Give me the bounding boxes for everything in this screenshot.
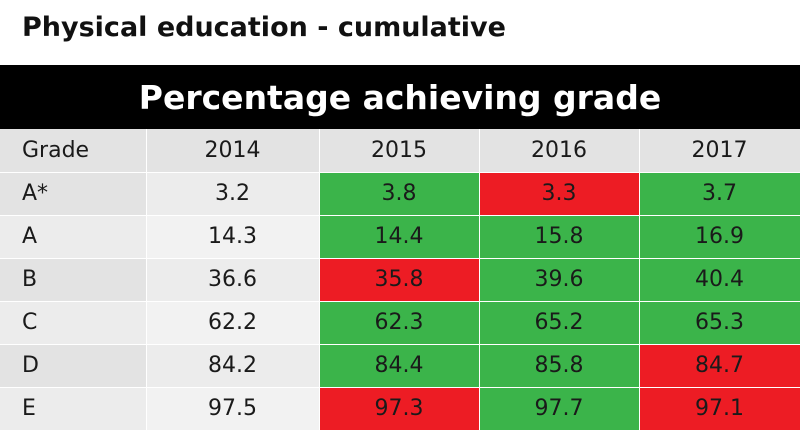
grade-cell: E — [0, 387, 147, 431]
value-cell-2015: 14.4 — [319, 215, 480, 259]
grade-cell: C — [0, 301, 147, 345]
value-cell-2014: 97.5 — [146, 387, 320, 431]
table-header-bar: Percentage achieving grade — [0, 65, 800, 129]
value-cell-2017: 97.1 — [639, 387, 800, 431]
value-cell-2016: 3.3 — [479, 172, 640, 216]
table-body: A* 3.2 3.8 3.3 3.7 A 14.3 14.4 15.8 16.9 B 36.6 35.8… — [0, 172, 800, 431]
value-cell-2015: 97.3 — [319, 387, 480, 431]
value-cell-2017: 65.3 — [639, 301, 800, 345]
column-header-row: Grade 2014 2015 2016 2017 — [0, 129, 800, 173]
grade-cell: B — [0, 258, 147, 302]
table-row: A* 3.2 3.8 3.3 3.7 — [0, 172, 800, 216]
value-cell-2015: 35.8 — [319, 258, 480, 302]
value-cell-2017: 16.9 — [639, 215, 800, 259]
grade-cell: A* — [0, 172, 147, 216]
grade-cell: D — [0, 344, 147, 388]
value-cell-2016: 85.8 — [479, 344, 640, 388]
column-header-2015: 2015 — [319, 129, 480, 173]
table-title: Percentage achieving grade — [138, 77, 662, 117]
table-row: C 62.2 62.3 65.2 65.3 — [0, 301, 800, 345]
chart-title: Physical education - cumulative — [22, 12, 506, 43]
value-cell-2016: 65.2 — [479, 301, 640, 345]
value-cell-2016: 39.6 — [479, 258, 640, 302]
grades-table: Grade 2014 2015 2016 2017 A* 3.2 3.8 3.3 3.7… — [0, 129, 800, 431]
column-header-grade: Grade — [0, 129, 147, 173]
value-cell-2014: 14.3 — [146, 215, 320, 259]
value-cell-2014: 3.2 — [146, 172, 320, 216]
value-cell-2014: 84.2 — [146, 344, 320, 388]
table-row: E 97.5 97.3 97.7 97.1 — [0, 387, 800, 431]
value-cell-2016: 15.8 — [479, 215, 640, 259]
value-cell-2016: 97.7 — [479, 387, 640, 431]
column-header-2017: 2017 — [639, 129, 800, 173]
table-row: A 14.3 14.4 15.8 16.9 — [0, 215, 800, 259]
value-cell-2015: 62.3 — [319, 301, 480, 345]
value-cell-2014: 62.2 — [146, 301, 320, 345]
column-header-2014: 2014 — [146, 129, 320, 173]
value-cell-2015: 84.4 — [319, 344, 480, 388]
value-cell-2017: 3.7 — [639, 172, 800, 216]
value-cell-2017: 40.4 — [639, 258, 800, 302]
value-cell-2014: 36.6 — [146, 258, 320, 302]
value-cell-2017: 84.7 — [639, 344, 800, 388]
table-row: B 36.6 35.8 39.6 40.4 — [0, 258, 800, 302]
value-cell-2015: 3.8 — [319, 172, 480, 216]
grade-cell: A — [0, 215, 147, 259]
column-header-2016: 2016 — [479, 129, 640, 173]
table-row: D 84.2 84.4 85.8 84.7 — [0, 344, 800, 388]
